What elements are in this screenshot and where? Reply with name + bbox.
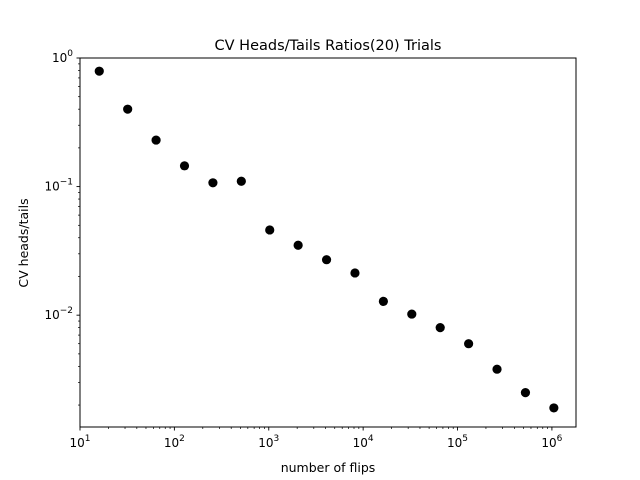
x-axis: 101 102 103 104 105 106: [69, 427, 563, 450]
data-point: [265, 225, 275, 235]
x-axis-label: number of flips: [281, 460, 376, 475]
chart-title: CV Heads/Tails Ratios(20) Trials: [215, 38, 442, 54]
data-point: [492, 364, 502, 374]
y-axis-label: CV heads/tails: [16, 198, 31, 287]
data-point: [179, 161, 190, 171]
data-point: [236, 176, 246, 186]
x-tick-label: 101: [69, 434, 90, 450]
x-tick-label: 105: [447, 434, 468, 450]
x-tick-label: 106: [541, 434, 562, 450]
y-tick-label: 100: [52, 49, 73, 65]
y-tick-label: 10−2: [44, 306, 73, 322]
data-points: [94, 66, 559, 413]
data-point: [549, 403, 559, 413]
data-point: [464, 339, 474, 349]
data-point: [520, 387, 531, 398]
x-tick-label: 102: [164, 434, 185, 450]
x-tick-label: 104: [353, 434, 374, 450]
data-point: [378, 296, 388, 306]
plot-frame: [79, 57, 577, 428]
data-point: [94, 66, 104, 76]
data-point: [435, 323, 445, 333]
data-point: [151, 135, 161, 145]
x-tick-label: 103: [258, 434, 279, 450]
data-point: [350, 268, 360, 278]
data-point: [407, 309, 417, 319]
data-point: [123, 104, 133, 114]
data-point: [321, 255, 332, 265]
data-point: [208, 178, 218, 188]
y-axis: 100 10−1 10−2: [44, 49, 80, 406]
y-tick-label: 10−1: [44, 178, 73, 194]
data-point: [293, 240, 303, 250]
